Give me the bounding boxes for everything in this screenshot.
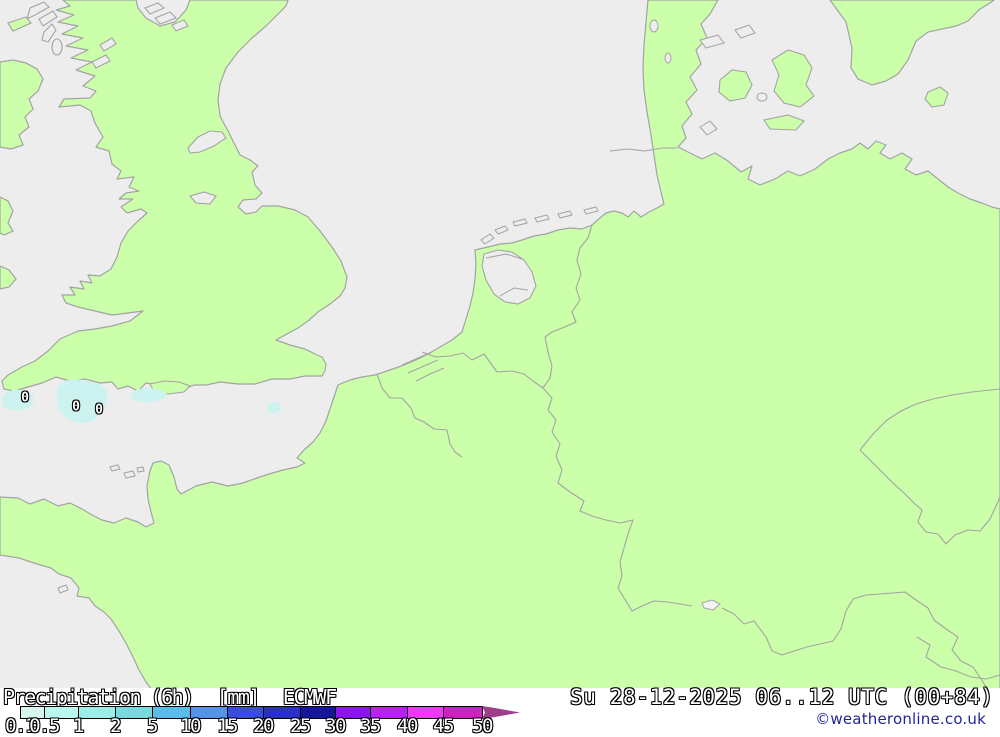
country-borders xyxy=(376,147,1000,690)
color-scale-labels: 0.1 0.5 1 2 5 10 15 20 25 30 35 40 45 50 xyxy=(0,715,520,737)
zealand-island xyxy=(771,49,815,108)
scale-label-40: 40 xyxy=(397,715,418,737)
precipitation-patch xyxy=(56,379,108,424)
scale-label-35: 35 xyxy=(360,715,381,737)
precipitation-patch xyxy=(2,389,34,411)
precipitation-patch xyxy=(130,388,167,403)
color-scale-bar xyxy=(20,706,484,719)
ijsselmeer-lake xyxy=(481,249,537,305)
path-northern-ireland xyxy=(0,59,44,150)
path-continental-europe xyxy=(0,0,1000,690)
scale-cell-45 xyxy=(443,706,483,719)
product-label: Precipitation (6h) xyxy=(3,685,194,709)
arran-island xyxy=(51,38,63,56)
lolland-falster-islands xyxy=(763,114,805,131)
path-sweden xyxy=(829,0,995,86)
isle-of-man xyxy=(187,130,227,154)
europe-map xyxy=(0,0,1000,690)
scale-overflow-arrow xyxy=(482,706,520,719)
scale-label-30: 30 xyxy=(325,715,346,737)
islay-island xyxy=(7,16,32,32)
anglesey-island xyxy=(189,191,217,205)
ireland-coast-sliver xyxy=(0,196,17,290)
scale-label-0.1: 0.1 xyxy=(5,715,36,737)
scale-label-2: 2 xyxy=(110,715,121,737)
scale-label-1: 1 xyxy=(73,715,84,737)
danish-lagoon-outlines xyxy=(699,24,756,136)
forecast-datetime: Su 28-12-2025 06..12 UTC (00+84) xyxy=(570,685,994,709)
scale-label-0.5: 0.5 xyxy=(29,715,60,737)
scale-label-15: 15 xyxy=(217,715,238,737)
ringkobing-lagoon xyxy=(649,19,659,33)
unit-label: [mm] xyxy=(216,685,261,709)
channel-islands xyxy=(57,464,145,594)
scale-label-25: 25 xyxy=(290,715,311,737)
scale-label-20: 20 xyxy=(253,715,274,737)
precipitation-patch xyxy=(266,402,281,414)
hebrides-islets xyxy=(26,1,189,69)
legend-title: Precipitation (6h) [mm] ECMWF xyxy=(3,685,337,709)
scale-label-10: 10 xyxy=(180,715,201,737)
copyright-link[interactable]: ©weatheronline.co.uk xyxy=(815,710,986,728)
legend-bar: Precipitation (6h) [mm] ECMWF Su 28-12-202… xyxy=(0,685,1000,737)
scale-label-5: 5 xyxy=(147,715,158,737)
frisian-islands xyxy=(480,206,599,245)
lake-constance xyxy=(701,599,721,611)
ijsselmeer-dikes xyxy=(485,253,529,297)
bornholm-island xyxy=(924,86,949,108)
scale-label-50: 50 xyxy=(472,715,493,737)
scale-label-45: 45 xyxy=(433,715,454,737)
model-label: ECMWF xyxy=(282,685,337,709)
funen-island xyxy=(718,69,753,102)
nissum-lagoon xyxy=(664,52,672,64)
smalland-islet xyxy=(756,92,768,102)
